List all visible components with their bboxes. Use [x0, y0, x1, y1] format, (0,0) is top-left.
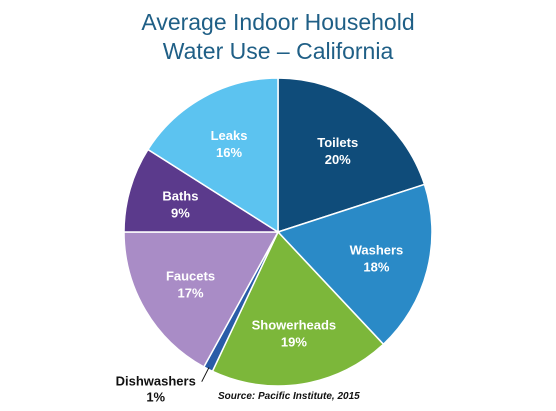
pie-slice-washers [276, 183, 433, 346]
pie-slice-toilets [277, 77, 426, 234]
slice-label-dishwashers: Dishwashers 1% [116, 374, 196, 405]
pie-labels: Toilets 20% Washers 18% Showerheads 19% Dishwa… [116, 128, 404, 405]
chart-title-line-1: Average Indoor Household [141, 9, 415, 35]
slice-label-toilets: Toilets 20% [317, 135, 358, 167]
pie-slices [123, 77, 433, 387]
slice-label-showerheads: Showerheads 19% [252, 317, 337, 349]
source-note: Source: Pacific Institute, 2015 [218, 391, 360, 402]
slice-label-washers: Washers 18% [350, 242, 404, 274]
slice-label-leaks: Leaks 16% [211, 128, 248, 160]
chart-title-line-2: Water Use – California [162, 38, 394, 64]
pie-slice-baths [123, 148, 281, 233]
slice-label-faucets: Faucets 17% [166, 269, 215, 301]
leader-line-dishwashers [201, 367, 210, 382]
pie-slice-leaks [146, 77, 279, 234]
slice-label-baths: Baths 9% [162, 189, 198, 221]
pie-slice-faucets [123, 231, 280, 368]
pie-slice-showerheads [211, 230, 385, 387]
chart-title: Average Indoor Household Water Use – Cal… [0, 8, 556, 66]
